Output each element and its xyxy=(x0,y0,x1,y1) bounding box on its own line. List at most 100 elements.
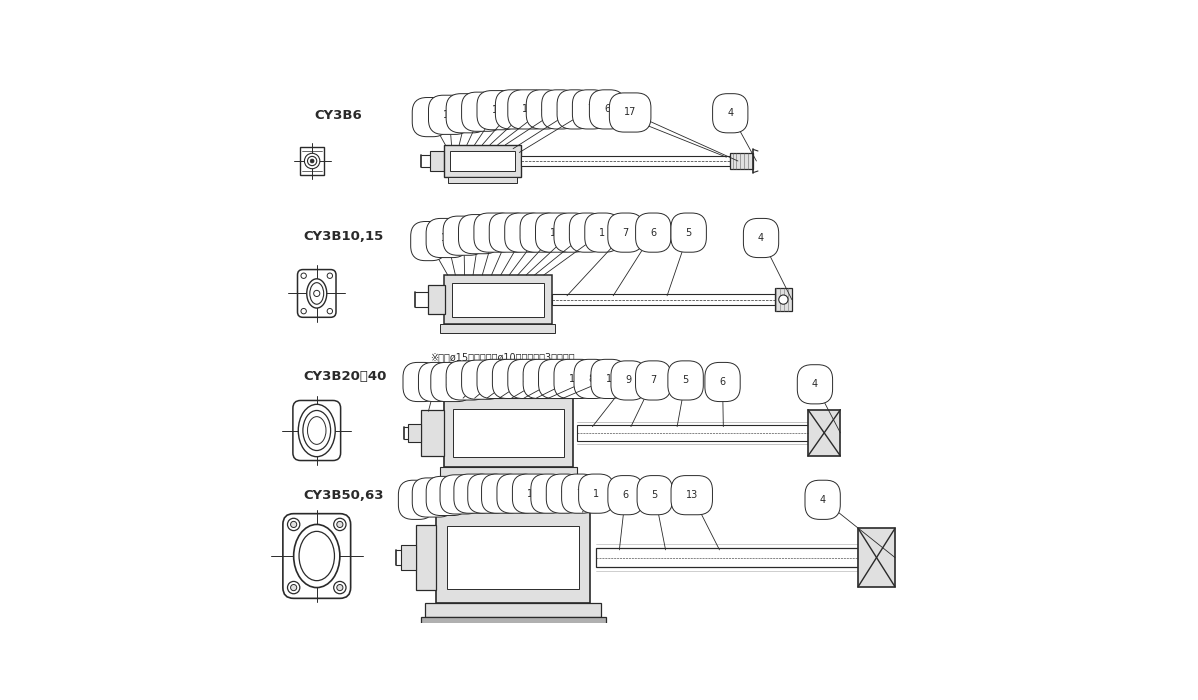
Text: 17: 17 xyxy=(524,374,565,398)
Bar xyxy=(858,528,895,587)
Circle shape xyxy=(308,156,316,166)
Circle shape xyxy=(337,584,343,591)
Text: 16: 16 xyxy=(500,374,534,398)
Text: 8: 8 xyxy=(549,374,594,398)
Text: 6: 6 xyxy=(619,490,629,550)
Circle shape xyxy=(314,290,320,297)
Bar xyxy=(443,275,551,324)
Text: 13: 13 xyxy=(685,490,720,550)
Ellipse shape xyxy=(310,283,323,304)
Text: ※図はø15を示す。（ø10の磁石は、3枚使用）: ※図はø15を示す。（ø10の磁石は、3枚使用） xyxy=(430,352,575,362)
Text: 17: 17 xyxy=(624,108,738,161)
Text: 4: 4 xyxy=(758,233,792,300)
Text: 8: 8 xyxy=(526,228,575,275)
Text: 6: 6 xyxy=(613,228,657,295)
Text: 13: 13 xyxy=(436,377,458,398)
Bar xyxy=(447,526,580,589)
Text: 8: 8 xyxy=(497,104,547,145)
Text: 12: 12 xyxy=(426,493,448,512)
Ellipse shape xyxy=(300,531,334,581)
Bar xyxy=(452,283,544,316)
Circle shape xyxy=(327,273,333,279)
Text: 5: 5 xyxy=(483,104,516,145)
Text: 14: 14 xyxy=(441,491,459,512)
Text: 14: 14 xyxy=(458,231,470,275)
Bar xyxy=(443,398,573,468)
Circle shape xyxy=(291,522,297,528)
Bar xyxy=(425,603,601,617)
Bar xyxy=(521,156,731,166)
Bar xyxy=(440,468,577,478)
Text: 6: 6 xyxy=(604,104,726,157)
Circle shape xyxy=(334,518,346,531)
Bar xyxy=(448,177,518,183)
Text: 19: 19 xyxy=(443,110,455,145)
Bar xyxy=(420,617,605,628)
Text: 15: 15 xyxy=(496,489,508,512)
Bar xyxy=(420,410,443,456)
Bar xyxy=(400,545,416,570)
Text: 2: 2 xyxy=(413,495,437,512)
Circle shape xyxy=(304,153,320,169)
Text: 10: 10 xyxy=(490,104,534,145)
Text: 16: 16 xyxy=(501,228,532,275)
Bar xyxy=(443,145,521,177)
Bar xyxy=(731,153,754,169)
Text: 11: 11 xyxy=(473,229,485,275)
Text: 16: 16 xyxy=(483,489,496,512)
Circle shape xyxy=(334,582,346,594)
Bar xyxy=(430,151,443,171)
Text: 2: 2 xyxy=(425,236,448,275)
Circle shape xyxy=(291,584,297,591)
Text: 7: 7 xyxy=(570,489,582,512)
Text: 5: 5 xyxy=(677,375,689,427)
Text: CY3B50,63: CY3B50,63 xyxy=(303,489,383,502)
Text: 12: 12 xyxy=(452,375,473,398)
Text: 7: 7 xyxy=(631,375,657,427)
Text: 15: 15 xyxy=(509,228,547,275)
Ellipse shape xyxy=(298,405,335,456)
Bar xyxy=(440,387,577,398)
Text: 11: 11 xyxy=(454,489,472,512)
FancyBboxPatch shape xyxy=(297,270,335,317)
Circle shape xyxy=(327,309,333,314)
Text: 7: 7 xyxy=(567,228,629,295)
Text: 4: 4 xyxy=(727,108,756,161)
Text: 17: 17 xyxy=(491,228,516,275)
Text: 5: 5 xyxy=(652,490,666,550)
Bar xyxy=(450,151,515,171)
Text: CY3B6: CY3B6 xyxy=(314,108,362,122)
Text: 3: 3 xyxy=(429,377,440,412)
Text: 8: 8 xyxy=(545,489,551,512)
Bar xyxy=(551,294,775,305)
Text: 14: 14 xyxy=(464,374,489,398)
Ellipse shape xyxy=(303,410,331,451)
Text: 18: 18 xyxy=(483,228,501,275)
Text: 11: 11 xyxy=(474,374,504,398)
Text: 17: 17 xyxy=(512,489,524,512)
Bar xyxy=(416,525,436,590)
Circle shape xyxy=(288,518,300,531)
Text: 9: 9 xyxy=(513,104,577,148)
Bar xyxy=(597,548,858,567)
Text: CY3B20～40: CY3B20～40 xyxy=(303,370,386,384)
Text: 2: 2 xyxy=(418,377,446,398)
Ellipse shape xyxy=(294,524,340,587)
Bar xyxy=(300,147,325,175)
FancyBboxPatch shape xyxy=(283,514,351,598)
FancyBboxPatch shape xyxy=(292,400,340,461)
Ellipse shape xyxy=(308,416,326,444)
Text: 18: 18 xyxy=(486,374,519,398)
Text: 2: 2 xyxy=(426,112,446,145)
Text: 1: 1 xyxy=(544,228,605,275)
Text: 1: 1 xyxy=(582,489,599,512)
Circle shape xyxy=(310,159,314,163)
Text: 10: 10 xyxy=(537,374,581,398)
Text: 4: 4 xyxy=(819,495,895,557)
Bar xyxy=(430,498,597,512)
Text: 16: 16 xyxy=(474,105,504,145)
Circle shape xyxy=(301,309,307,314)
Text: 12: 12 xyxy=(459,108,473,145)
Bar xyxy=(429,285,446,314)
Text: 6: 6 xyxy=(720,377,726,427)
